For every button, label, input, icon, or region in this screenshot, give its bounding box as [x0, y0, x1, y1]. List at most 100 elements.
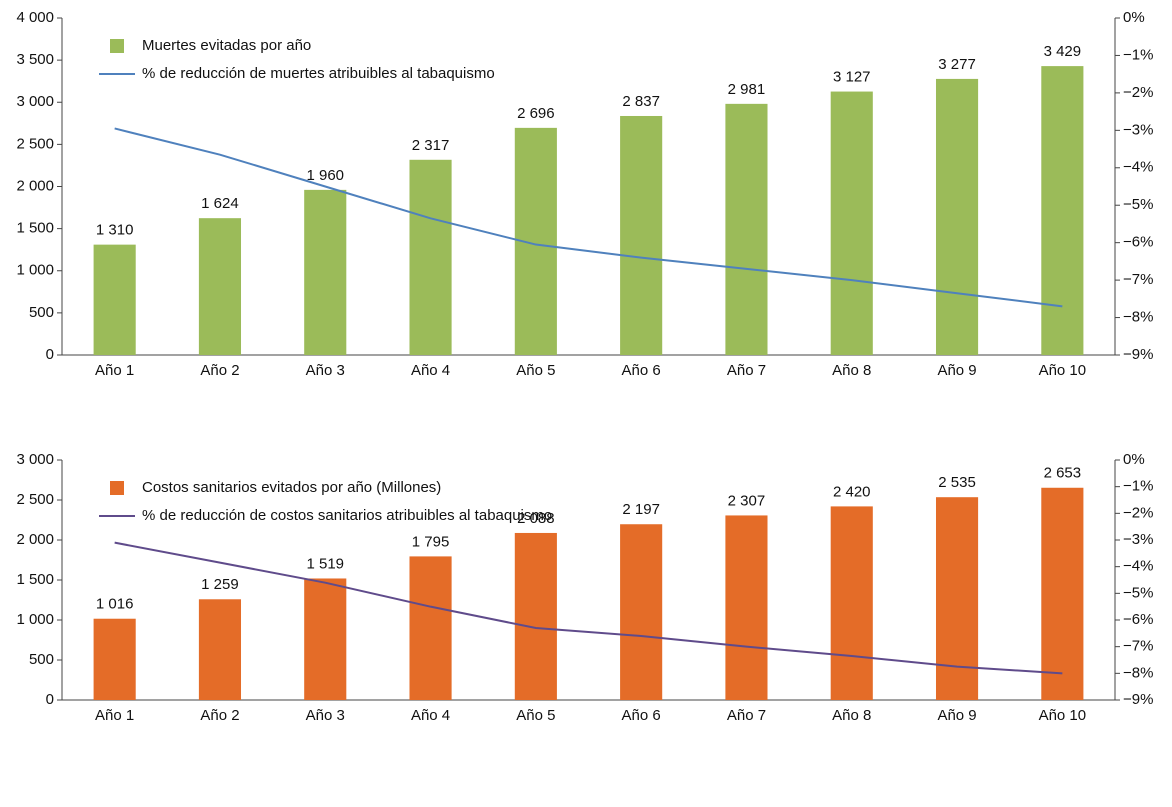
y2-tick-label: −3% [1123, 121, 1153, 138]
y2-tick-label: −1% [1123, 478, 1153, 495]
bar [93, 618, 136, 700]
bar [620, 524, 663, 700]
value-label: 3 277 [938, 56, 976, 73]
y2-tick-label: −5% [1123, 584, 1153, 601]
y2-tick-label: 0% [1123, 451, 1145, 468]
bar [93, 244, 136, 355]
value-label: 3 429 [1044, 43, 1082, 60]
value-label: 2 837 [622, 93, 660, 110]
bar [198, 599, 242, 700]
value-label: 1 960 [306, 167, 344, 184]
y2-tick-label: −5% [1123, 196, 1153, 213]
x-tick-label: Año 7 [727, 707, 766, 724]
x-tick-label: Año 1 [95, 362, 134, 379]
bar [725, 515, 768, 700]
y2-tick-label: −4% [1123, 159, 1153, 176]
x-tick-label: Año 2 [200, 707, 239, 724]
value-label: 2 088 [517, 510, 555, 527]
x-tick-label: Año 4 [411, 707, 450, 724]
y2-tick-label: −9% [1123, 691, 1153, 708]
value-label: 1 016 [96, 596, 134, 613]
y-tick-label: 2 500 [16, 135, 54, 152]
value-label: 2 981 [728, 81, 766, 98]
legend-label: Costos sanitarios evitados por año (Mill… [142, 479, 441, 496]
y-tick-label: 3 000 [16, 93, 54, 110]
y2-tick-label: −8% [1123, 309, 1153, 326]
y-tick-label: 3 000 [16, 451, 54, 468]
y2-tick-label: −6% [1123, 611, 1153, 628]
bar [725, 103, 768, 355]
legend-label: Muertes evitadas por año [142, 37, 311, 54]
legend-label: % de reducción de muertes atribuibles al… [142, 65, 495, 82]
value-label: 1 795 [412, 533, 450, 550]
legend-label: % de reducción de costos sanitarios atri… [142, 507, 552, 524]
x-tick-label: Año 10 [1039, 362, 1087, 379]
value-label: 1 259 [201, 576, 239, 593]
bar [620, 115, 663, 355]
value-label: 3 127 [833, 69, 871, 86]
value-label: 2 317 [412, 137, 450, 154]
bar [1041, 487, 1084, 700]
value-label: 2 696 [517, 105, 555, 122]
x-tick-label: Año 7 [727, 362, 766, 379]
x-tick-label: Año 3 [306, 707, 345, 724]
legend-swatch [110, 39, 124, 53]
value-label: 2 307 [728, 492, 766, 509]
y-tick-label: 1 000 [16, 611, 54, 628]
y-tick-label: 0 [46, 346, 54, 363]
legend-swatch [110, 481, 124, 495]
value-label: 2 420 [833, 483, 871, 500]
x-tick-label: Año 5 [516, 707, 555, 724]
value-label: 2 197 [622, 501, 660, 518]
bar [935, 497, 979, 700]
y2-tick-label: −7% [1123, 271, 1153, 288]
y2-tick-label: −2% [1123, 84, 1153, 101]
x-tick-label: Año 5 [516, 362, 555, 379]
x-tick-label: Año 2 [200, 362, 239, 379]
value-label: 2 653 [1044, 465, 1082, 482]
x-tick-label: Año 4 [411, 362, 450, 379]
x-tick-label: Año 6 [622, 707, 661, 724]
bar [1041, 66, 1084, 355]
y2-tick-label: −9% [1123, 346, 1153, 363]
line [114, 127, 1063, 308]
y-tick-label: 2 500 [16, 491, 54, 508]
y2-tick-label: 0% [1123, 9, 1145, 26]
bar [830, 91, 873, 356]
y-tick-label: 2 000 [16, 177, 54, 194]
y-tick-label: 500 [29, 304, 54, 321]
y-tick-label: 0 [46, 691, 54, 708]
x-tick-label: Año 8 [832, 362, 871, 379]
y-tick-label: 3 500 [16, 51, 54, 68]
x-tick-label: Año 8 [832, 707, 871, 724]
bar [198, 218, 242, 355]
bar [304, 578, 347, 700]
bar [514, 532, 557, 700]
x-tick-label: Año 10 [1039, 707, 1087, 724]
x-tick-label: Año 6 [622, 362, 661, 379]
value-label: 1 310 [96, 222, 134, 239]
value-label: 2 535 [938, 474, 976, 491]
x-tick-label: Año 3 [306, 362, 345, 379]
y2-tick-label: −2% [1123, 504, 1153, 521]
y2-tick-label: −1% [1123, 46, 1153, 63]
y-tick-label: 1 000 [16, 262, 54, 279]
y-tick-label: 1 500 [16, 220, 54, 237]
x-tick-label: Año 1 [95, 707, 134, 724]
bar [409, 159, 452, 355]
bar [830, 506, 873, 700]
y-tick-label: 2 000 [16, 531, 54, 548]
bar [409, 556, 452, 700]
value-label: 1 519 [306, 555, 344, 572]
value-label: 1 624 [201, 195, 239, 212]
y-tick-label: 4 000 [16, 9, 54, 26]
y-tick-label: 1 500 [16, 571, 54, 588]
x-tick-label: Año 9 [937, 362, 976, 379]
y-tick-label: 500 [29, 651, 54, 668]
y2-tick-label: −8% [1123, 664, 1153, 681]
y2-tick-label: −4% [1123, 558, 1153, 575]
y2-tick-label: −3% [1123, 531, 1153, 548]
bar [935, 78, 979, 355]
y2-tick-label: −6% [1123, 234, 1153, 251]
